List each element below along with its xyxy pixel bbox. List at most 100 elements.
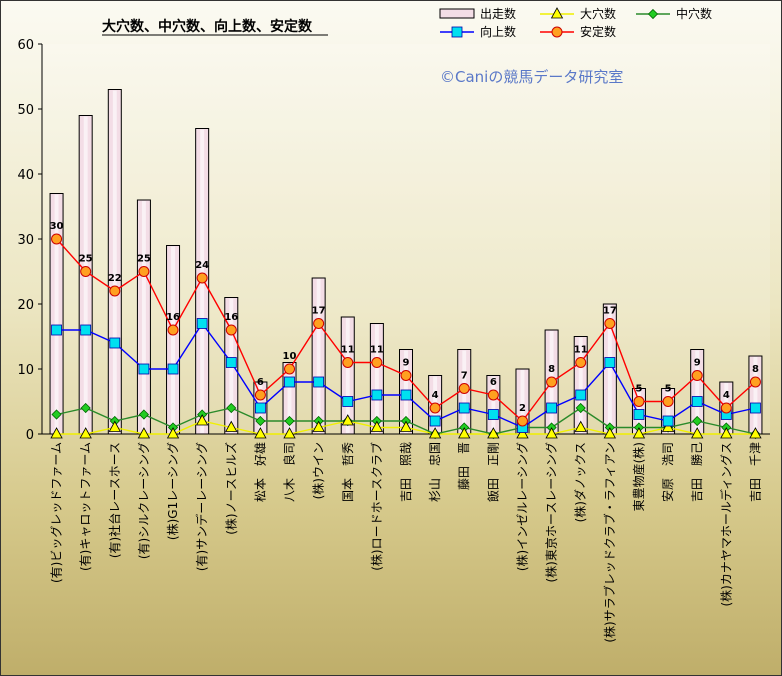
y-tick-label: 0: [26, 428, 34, 443]
category-label: (有)キャロットファーム: [79, 442, 93, 571]
category-labels: (有)ビッグレッドファーム (有)キャロットファーム (有)社台レースホース (有)シ…: [50, 442, 763, 643]
category-label: (株)ウイン: [311, 442, 326, 499]
category-label: (有)ビッグレッドファーム: [50, 442, 64, 583]
series-marker: [80, 324, 92, 336]
data-label: 24: [195, 260, 209, 271]
legend-swatch: [439, 8, 475, 19]
series-marker: [661, 420, 675, 432]
series-marker: [458, 402, 470, 414]
category-label: 八木 良司: [282, 442, 297, 502]
series-marker: [138, 266, 150, 277]
series-marker: [749, 427, 762, 439]
legend-label: 大穴数: [580, 6, 616, 21]
bar-highlight: [54, 194, 59, 433]
series-marker: [400, 370, 412, 381]
series-marker: [50, 427, 63, 439]
data-label: 16: [224, 312, 238, 323]
series-marker: [80, 402, 91, 414]
series-marker: [342, 396, 354, 407]
series-marker: [79, 427, 92, 439]
data-label: 6: [490, 377, 497, 388]
legend-marker: [647, 8, 659, 20]
series-marker: [429, 402, 441, 414]
series-marker: [546, 376, 558, 388]
chart-title: 大穴数、中穴数、向上数、安定数: [102, 18, 313, 35]
data-label: 30: [50, 221, 64, 232]
copyright-text: ©Caniの競馬データ研究室: [440, 68, 623, 86]
series-marker: [225, 324, 237, 336]
category-label: (有)サンデーレーシング: [194, 442, 209, 571]
category-label: 吉田 千津: [748, 442, 762, 502]
data-label: 10: [283, 351, 297, 362]
category-label: (株)G1レーシング: [165, 442, 180, 540]
series-marker: [575, 402, 586, 414]
data-label: 16: [166, 312, 180, 323]
series-marker: [255, 415, 266, 427]
data-label: 17: [603, 306, 617, 317]
category-label: (有)シルクレーシング: [137, 442, 151, 559]
category-label: (株)東京ホースレーシング: [544, 442, 559, 583]
series-marker: [138, 409, 149, 420]
category-label: (株)ノースヒルズ: [223, 442, 238, 535]
bar-highlight: [666, 389, 671, 433]
data-label: 22: [108, 273, 122, 284]
series-marker: [370, 420, 384, 432]
series-marker: [283, 427, 296, 439]
series-marker: [137, 427, 151, 439]
bar-highlight: [607, 305, 612, 433]
series-marker: [284, 376, 295, 388]
category-label: 吉田 照哉: [398, 442, 413, 502]
category-label: 藤田 晋: [457, 442, 471, 490]
series-marker: [80, 266, 92, 277]
series-marker: [225, 420, 238, 432]
series-marker: [662, 415, 674, 427]
series-marker: [691, 370, 703, 381]
series-marker: [429, 415, 441, 427]
series-marker: [633, 409, 645, 420]
category-label: 飯田 正剛: [485, 442, 500, 502]
series-marker: [196, 318, 208, 329]
data-label: 2: [519, 403, 526, 414]
series-marker: [604, 318, 616, 329]
series-marker: [108, 420, 121, 432]
series-marker: [574, 420, 587, 432]
series-marker: [750, 402, 761, 414]
series-marker: [428, 427, 442, 439]
series-marker: [458, 383, 470, 394]
bar-highlight: [753, 357, 758, 433]
data-label: 6: [257, 377, 264, 388]
data-label: 5: [665, 384, 672, 395]
bar-highlight: [287, 363, 292, 433]
category-label: (株)カナヤマホールディングス: [718, 442, 733, 607]
series-marker: [603, 427, 617, 439]
series-marker: [109, 285, 121, 297]
series-marker: [458, 427, 471, 439]
series-marker: [51, 409, 62, 420]
series-marker: [284, 415, 295, 427]
data-label: 7: [461, 371, 468, 382]
series-marker: [399, 420, 413, 432]
category-label: 松本 好雄: [252, 442, 267, 502]
bar-highlight: [491, 376, 496, 433]
data-label: 11: [370, 345, 384, 356]
series-marker: [662, 396, 674, 407]
series-marker: [254, 389, 266, 401]
y-tick-label: 60: [17, 38, 34, 53]
data-label: 8: [548, 364, 555, 375]
series-marker: [632, 427, 646, 439]
category-label: 吉田 勝己: [689, 442, 704, 502]
bar-highlight: [374, 324, 379, 433]
legend-marker: [550, 7, 564, 19]
category-label: (株)サラブレッドクラブ・ラフィアン: [602, 442, 617, 643]
series-marker: [51, 324, 62, 336]
data-labels: 30 25 22 25 16 24 16 6 10 17 11 11 9 4 7 6 2 8 11 17 5 5 9 4 8: [50, 221, 759, 414]
data-label: 8: [752, 364, 759, 375]
series-marker: [312, 420, 325, 432]
legend-label: 出走数: [480, 6, 516, 21]
series-marker: [575, 357, 587, 368]
bar-highlight: [695, 350, 700, 433]
series-marker: [254, 402, 266, 414]
category-label: 杉山 忠国: [428, 442, 442, 502]
bar-highlight: [316, 279, 321, 433]
